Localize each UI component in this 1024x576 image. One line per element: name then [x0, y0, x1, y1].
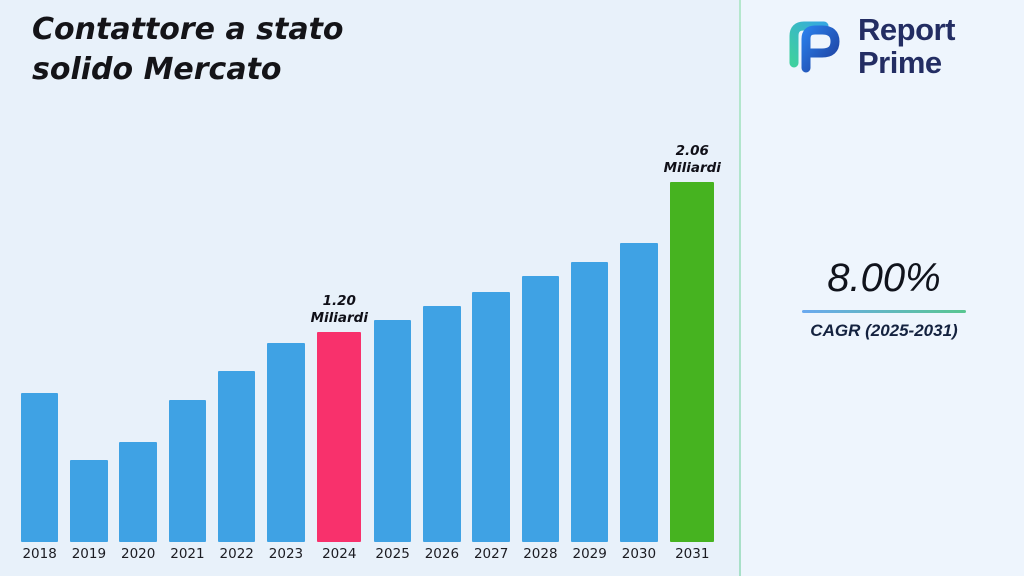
- cagr-label: CAGR (2025-2031): [810, 321, 958, 340]
- bar-chart: 2018 2019 2020 2021 2022 2023 1.20 Miliardi 2024…: [15, 143, 721, 564]
- brand-line1: Report: [858, 12, 955, 47]
- x-tick-label-2024: 2024: [322, 546, 357, 562]
- bar-column-2020: 2020: [114, 442, 163, 564]
- bar-2018: [20, 393, 59, 542]
- right-panel-background: [741, 0, 1024, 576]
- brand-line2: Prime: [858, 44, 942, 80]
- bar-annotation-2031: 2.06 Miliardi: [663, 143, 721, 177]
- bar-2027: [472, 292, 510, 542]
- bar-column-2025: 2025: [368, 320, 417, 564]
- bar-chart-bars: 2018 2019 2020 2021 2022 2023 1.20 Miliardi 2024…: [15, 143, 721, 564]
- x-tick-label-2019: 2019: [71, 546, 107, 562]
- reportprime-logo-text: Report Prime: [858, 12, 955, 80]
- x-tick-label-2030: 2030: [621, 546, 657, 562]
- page-title-line2: solido Mercato: [32, 51, 282, 87]
- x-tick-label-2027: 2027: [473, 546, 509, 562]
- bar-2023: [267, 343, 305, 542]
- x-tick-label-2028: 2028: [523, 546, 558, 562]
- bar-2024: [317, 332, 362, 542]
- x-tick-label-2031: 2031: [675, 546, 710, 562]
- x-tick-label-2022: 2022: [219, 546, 254, 562]
- bar-column-2026: 2026: [417, 306, 466, 564]
- bar-2021: [168, 400, 207, 542]
- bar-2026: [423, 306, 461, 542]
- bar-column-2023: 2023: [261, 343, 310, 564]
- x-tick-label-2023: 2023: [268, 546, 304, 562]
- bar-column-2028: 2028: [516, 276, 565, 564]
- bar-2022: [217, 371, 256, 542]
- bar-column-2024: 1.20 Miliardi 2024: [311, 293, 368, 564]
- cagr-underline: [802, 310, 966, 313]
- x-tick-label-2029: 2029: [572, 546, 607, 562]
- bar-2031: [670, 182, 715, 542]
- bar-2025: [373, 320, 412, 542]
- bar-2028: [521, 276, 560, 542]
- bar-annotation-2024: 1.20 Miliardi: [310, 293, 368, 327]
- x-tick-label-2020: 2020: [120, 546, 156, 562]
- cagr-stats: 8.00% CAGR (2025-2031): [782, 256, 986, 341]
- cagr-value: 8.00%: [827, 256, 941, 300]
- bar-2019: [70, 460, 108, 542]
- bar-2029: [570, 262, 609, 542]
- x-tick-label-2021: 2021: [170, 546, 205, 562]
- bar-column-2030: 2030: [614, 243, 663, 564]
- x-tick-label-2025: 2025: [375, 546, 410, 562]
- bar-column-2029: 2029: [565, 262, 614, 564]
- bar-2020: [119, 442, 157, 542]
- bar-column-2022: 2022: [212, 371, 261, 564]
- bar-column-2031: 2.06 Miliardi 2031: [664, 143, 721, 564]
- page-title: Contattore a stato solido Mercato: [32, 10, 344, 90]
- vertical-divider: [739, 0, 741, 576]
- reportprime-logo: Report Prime: [780, 12, 955, 80]
- bar-column-2027: 2027: [467, 292, 516, 564]
- x-tick-label-2026: 2026: [424, 546, 460, 562]
- x-tick-label-2018: 2018: [22, 546, 57, 562]
- bar-column-2021: 2021: [163, 400, 212, 564]
- reportprime-logo-icon: [780, 16, 846, 78]
- bar-2030: [620, 243, 658, 542]
- bar-column-2018: 2018: [15, 393, 64, 564]
- bar-column-2019: 2019: [64, 460, 113, 564]
- page-title-line1: Contattore a stato: [32, 12, 344, 47]
